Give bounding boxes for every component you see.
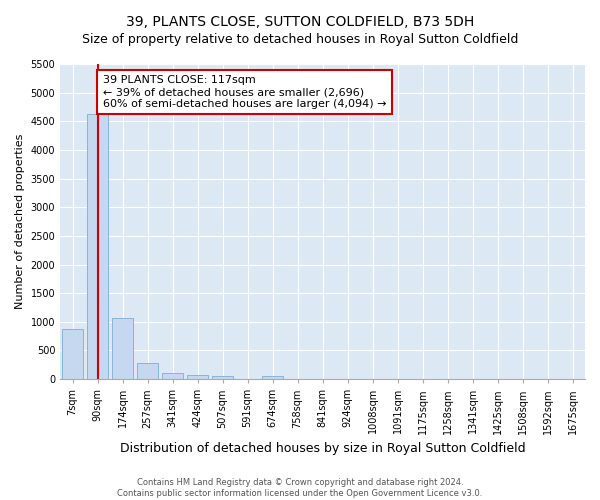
Text: 39, PLANTS CLOSE, SUTTON COLDFIELD, B73 5DH: 39, PLANTS CLOSE, SUTTON COLDFIELD, B73 …: [126, 15, 474, 29]
Y-axis label: Number of detached properties: Number of detached properties: [15, 134, 25, 310]
Bar: [187, 375, 208, 379]
Bar: [112, 318, 133, 379]
Bar: [137, 362, 158, 379]
Bar: [87, 114, 108, 379]
Text: Size of property relative to detached houses in Royal Sutton Coldfield: Size of property relative to detached ho…: [82, 32, 518, 46]
X-axis label: Distribution of detached houses by size in Royal Sutton Coldfield: Distribution of detached houses by size …: [120, 442, 526, 455]
Text: 39 PLANTS CLOSE: 117sqm
← 39% of detached houses are smaller (2,696)
60% of semi: 39 PLANTS CLOSE: 117sqm ← 39% of detache…: [103, 76, 386, 108]
Bar: [162, 374, 183, 379]
Text: Contains HM Land Registry data © Crown copyright and database right 2024.
Contai: Contains HM Land Registry data © Crown c…: [118, 478, 482, 498]
Bar: [212, 376, 233, 379]
Bar: [262, 376, 283, 379]
Bar: [62, 330, 83, 379]
